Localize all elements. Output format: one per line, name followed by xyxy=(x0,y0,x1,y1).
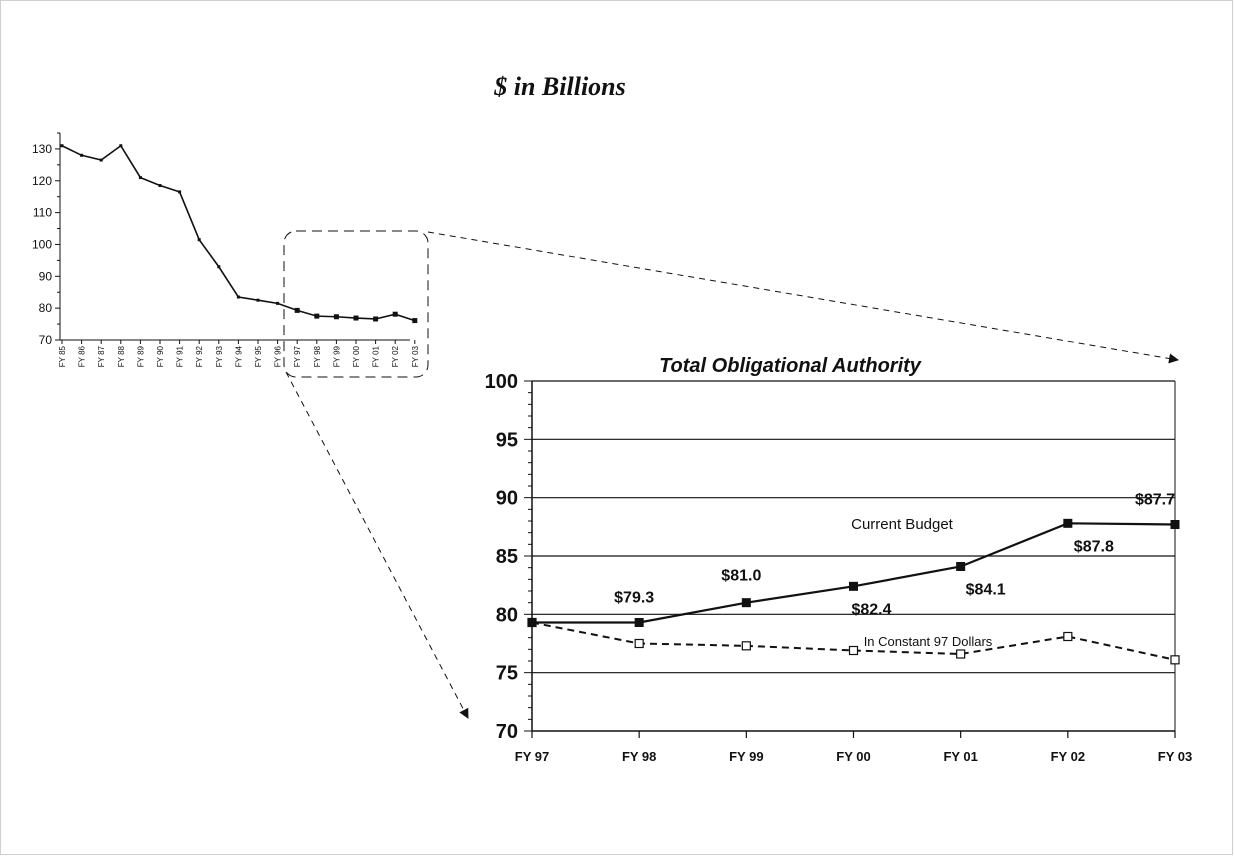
overview-x-tick-label: FY 98 xyxy=(313,345,322,367)
overview-y-tick-label: 130 xyxy=(32,142,52,156)
overview-x-tick-label: FY 00 xyxy=(352,345,361,367)
overview-data-point xyxy=(119,144,123,148)
overview-x-tick-label: FY 03 xyxy=(411,345,420,367)
x-tick-label: FY 98 xyxy=(622,749,656,764)
overview-data-point xyxy=(392,311,398,317)
overview-x-tick-label: FY 92 xyxy=(195,345,204,367)
overview-y-tick-label: 70 xyxy=(39,333,53,347)
constant-dollars-point xyxy=(741,641,751,651)
overview-data-point xyxy=(236,295,240,299)
overview-x-tick-label: FY 93 xyxy=(215,345,224,367)
y-tick-label: 100 xyxy=(485,371,518,393)
current-budget-point xyxy=(634,618,644,627)
data-label: $81.0 xyxy=(721,568,761,585)
current-budget-point xyxy=(956,562,966,571)
data-label: $87.8 xyxy=(1074,538,1114,555)
y-tick-label: 85 xyxy=(496,546,518,568)
overview-x-tick-label: FY 97 xyxy=(293,345,302,367)
x-tick-label: FY 00 xyxy=(836,749,870,764)
overview-y-tick-label: 90 xyxy=(39,269,53,283)
overview-chart: 70 80 90 100 110 120 130 FY 85 FY 86 FY 87 FY 88 FY… xyxy=(32,132,420,367)
overview-data-point xyxy=(314,313,320,319)
overview-data-point xyxy=(178,190,182,194)
overview-data-point xyxy=(99,158,103,162)
zoom-arrow-right xyxy=(427,231,1179,364)
current-budget-point xyxy=(1170,520,1180,529)
overview-x-tick-label: FY 88 xyxy=(117,345,126,367)
overview-x-tick-label: FY 90 xyxy=(156,345,165,367)
overview-x-tick-label: FY 89 xyxy=(136,345,145,367)
overview-x-tick-label: FY 85 xyxy=(58,345,67,367)
overview-data-point xyxy=(373,316,379,322)
overview-data-point xyxy=(412,318,418,324)
x-tick-label: FY 03 xyxy=(1158,749,1192,764)
x-tick-label: FY 99 xyxy=(729,749,763,764)
overview-data-point xyxy=(80,153,84,157)
y-tick-label: 80 xyxy=(496,604,518,626)
overview-y-tick-label: 100 xyxy=(32,237,52,251)
constant-dollars-point xyxy=(1170,655,1180,665)
overview-data-point xyxy=(333,314,339,320)
data-label: $82.4 xyxy=(851,601,891,618)
overview-y-tick-label: 120 xyxy=(32,174,52,188)
constant-dollars-point xyxy=(956,649,966,659)
overview-data-point xyxy=(197,238,201,242)
page-title: $ in Billions xyxy=(493,72,626,101)
constant-dollars-point xyxy=(634,638,644,649)
overview-x-tick-label: FY 87 xyxy=(97,345,106,367)
constant-dollars-point xyxy=(1063,631,1073,642)
current-budget-point xyxy=(741,598,751,608)
x-tick-label: FY 02 xyxy=(1051,749,1085,764)
constant-dollars-point xyxy=(848,645,859,656)
overview-x-tick-label: FY 01 xyxy=(372,345,381,367)
series-label-constant-dollars: In Constant 97 Dollars xyxy=(864,634,993,649)
y-tick-label: 70 xyxy=(496,721,518,743)
y-tick-label: 95 xyxy=(496,429,518,451)
overview-data-point xyxy=(60,144,64,148)
overview-y-tick-label: 80 xyxy=(39,301,53,315)
current-budget-point xyxy=(527,618,537,627)
zoom-arrow-down xyxy=(285,371,469,719)
data-label: $84.1 xyxy=(966,582,1006,599)
overview-data-point xyxy=(138,176,142,180)
overview-data-point xyxy=(256,298,260,302)
overview-series-line xyxy=(61,144,416,322)
overview-data-point xyxy=(158,184,162,188)
data-label: $87.7 xyxy=(1135,492,1175,509)
overview-x-tick-label: FY 95 xyxy=(254,345,263,367)
y-tick-label: 75 xyxy=(496,663,518,685)
chart-title: Total Obligational Authority xyxy=(659,355,922,377)
overview-data-point xyxy=(353,315,359,321)
overview-x-tick-label: FY 96 xyxy=(274,345,283,367)
detail-chart: Total Obligational Authority 70 75 80 85 90 95… xyxy=(485,355,1193,764)
current-budget-point xyxy=(849,581,858,591)
x-tick-label: FY 97 xyxy=(515,749,549,764)
overview-data-point xyxy=(276,301,280,305)
overview-data-point xyxy=(217,265,221,269)
overview-data-point xyxy=(294,307,300,313)
data-label: $79.3 xyxy=(614,590,654,607)
overview-y-tick-label: 110 xyxy=(33,206,52,220)
current-budget-point xyxy=(1063,518,1073,528)
zoom-callout xyxy=(283,230,1179,719)
zoom-region-box xyxy=(283,230,429,378)
x-tick-label: FY 01 xyxy=(943,749,977,764)
overview-x-tick-label: FY 86 xyxy=(78,345,87,367)
overview-x-tick-label: FY 02 xyxy=(391,345,400,367)
overview-x-tick-label: FY 94 xyxy=(234,345,243,367)
y-tick-label: 90 xyxy=(496,488,518,510)
overview-x-tick-label: FY 99 xyxy=(332,345,341,367)
overview-x-tick-label: FY 91 xyxy=(176,345,185,367)
series-label-current-budget: Current Budget xyxy=(851,516,954,533)
